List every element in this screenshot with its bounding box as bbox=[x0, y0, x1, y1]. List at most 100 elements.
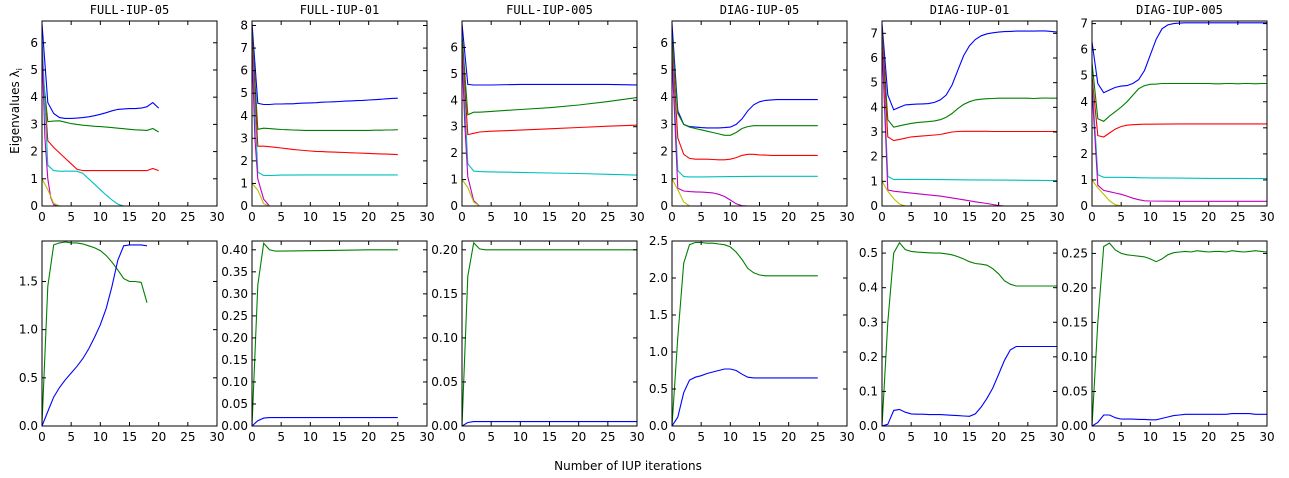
y-tick-label: 0 bbox=[660, 199, 668, 213]
series-line bbox=[42, 64, 159, 133]
x-tick-label: 0 bbox=[38, 210, 46, 224]
x-tick-label: 25 bbox=[180, 210, 195, 224]
x-tick-label: 25 bbox=[600, 430, 615, 444]
y-tick-label: 3 bbox=[870, 125, 878, 139]
y-tick-label: 5 bbox=[870, 76, 878, 90]
plot-frame bbox=[461, 20, 638, 207]
x-tick-label: 20 bbox=[361, 210, 376, 224]
x-tick-label: 0 bbox=[458, 430, 466, 444]
series-line bbox=[462, 421, 637, 426]
y-tick-label: 1.5 bbox=[649, 308, 668, 322]
y-tick-label: 5 bbox=[240, 86, 248, 100]
series-line bbox=[42, 56, 159, 172]
plot-frame bbox=[461, 240, 638, 427]
x-tick-label: 10 bbox=[93, 210, 108, 224]
x-tick-label: 10 bbox=[93, 430, 108, 444]
panel-title: FULL-IUP-01 bbox=[300, 3, 379, 17]
x-tick-label: 30 bbox=[419, 430, 434, 444]
x-tick-label: 30 bbox=[209, 430, 224, 444]
y-tick-label: 6 bbox=[660, 36, 668, 50]
y-tick-label: 2 bbox=[1080, 147, 1088, 161]
x-tick-label: 25 bbox=[390, 210, 405, 224]
chart-panel: FULL-IUP-01 0 5 10 15 20 25 30 0 1 2 3 4 5 6 7 8 bbox=[240, 3, 434, 224]
y-tick-label: 0.10 bbox=[221, 375, 248, 389]
x-tick-label: 30 bbox=[1049, 210, 1064, 224]
chart-panel: DIAG-IUP-05 0 5 10 15 20 25 30 0 1 2 3 4 5 6 bbox=[660, 3, 854, 224]
series-line bbox=[42, 45, 60, 206]
y-tick-label: 0.20 bbox=[1061, 281, 1088, 295]
y-tick-label: 1 bbox=[870, 174, 878, 188]
y-tick-label: 1.0 bbox=[649, 345, 668, 359]
series-line bbox=[1092, 179, 1122, 206]
y-tick-label: 0.5 bbox=[19, 371, 38, 385]
series-line bbox=[252, 241, 398, 426]
y-tick-label: 2 bbox=[660, 145, 668, 159]
x-tick-label: 30 bbox=[1259, 210, 1274, 224]
x-tick-label: 25 bbox=[810, 210, 825, 224]
x-tick-label: 30 bbox=[1259, 430, 1274, 444]
chart-panel: 0 5 10 15 20 25 30 0.00 0.05 0.10 0.15 0.20 0.25 0.30… bbox=[221, 240, 435, 444]
y-tick-label: 1.0 bbox=[19, 323, 38, 337]
x-tick-label: 5 bbox=[67, 210, 75, 224]
chart-panel: 0 5 10 15 20 25 30 0.00 0.05 0.10 0.15 0.20 0.25 bbox=[1061, 240, 1275, 444]
x-tick-label: 30 bbox=[629, 210, 644, 224]
y-tick-label: 1 bbox=[660, 172, 668, 186]
y-tick-label: 0.0 bbox=[19, 419, 38, 433]
y-tick-label: 0.3 bbox=[859, 315, 878, 329]
series-line bbox=[1092, 75, 1267, 138]
x-tick-label: 5 bbox=[487, 430, 495, 444]
x-tick-label: 5 bbox=[907, 430, 915, 444]
x-tick-label: 5 bbox=[487, 210, 495, 224]
x-tick-label: 25 bbox=[1020, 210, 1035, 224]
plot-frame bbox=[881, 20, 1058, 207]
y-tick-label: 0.20 bbox=[221, 331, 248, 345]
x-tick-label: 20 bbox=[571, 210, 586, 224]
y-tick-label: 4 bbox=[30, 90, 38, 104]
x-tick-label: 10 bbox=[303, 210, 318, 224]
series-line bbox=[672, 23, 818, 129]
series-line bbox=[252, 29, 398, 131]
y-tick-label: 3 bbox=[450, 120, 458, 134]
x-tick-label: 10 bbox=[933, 430, 948, 444]
plot-frame bbox=[671, 20, 848, 207]
series-line bbox=[1092, 62, 1267, 122]
y-tick-label: 0.05 bbox=[431, 375, 458, 389]
y-tick-label: 0.25 bbox=[221, 309, 248, 323]
x-tick-label: 30 bbox=[419, 210, 434, 224]
y-tick-label: 4 bbox=[1080, 95, 1088, 109]
y-tick-label: 0.00 bbox=[221, 419, 248, 433]
panel-title: DIAG-IUP-05 bbox=[720, 3, 799, 17]
x-tick-label: 25 bbox=[1230, 430, 1245, 444]
y-tick-label: 7 bbox=[1080, 17, 1088, 31]
x-tick-label: 10 bbox=[303, 430, 318, 444]
series-line bbox=[882, 28, 1057, 128]
series-line bbox=[42, 178, 60, 206]
x-tick-label: 30 bbox=[839, 210, 854, 224]
x-tick-label: 0 bbox=[1088, 210, 1096, 224]
x-tick-label: 5 bbox=[1117, 210, 1125, 224]
series-line bbox=[882, 43, 1005, 206]
chart-panel: DIAG-IUP-005 0 5 10 15 20 25 30 0 1 2 3 4 5 6 7 bbox=[1080, 3, 1274, 224]
x-tick-label: 15 bbox=[122, 430, 137, 444]
y-axis-label-text: Eigenvalues λ bbox=[8, 70, 22, 153]
y-tick-label: 0.15 bbox=[221, 353, 248, 367]
x-tick-label: 20 bbox=[781, 210, 796, 224]
y-tick-label: 8 bbox=[240, 19, 248, 33]
y-tick-label: 6 bbox=[240, 64, 248, 78]
x-tick-label: 30 bbox=[1049, 430, 1064, 444]
series-line bbox=[462, 241, 637, 426]
y-tick-label: 0.05 bbox=[221, 397, 248, 411]
series-line bbox=[462, 34, 637, 116]
y-tick-label: 5 bbox=[660, 63, 668, 77]
y-tick-label: 3 bbox=[240, 131, 248, 145]
y-tick-label: 0.4 bbox=[859, 281, 878, 295]
x-tick-label: 0 bbox=[248, 210, 256, 224]
x-tick-label: 0 bbox=[668, 430, 676, 444]
series-line bbox=[882, 345, 1057, 426]
y-tick-label: 0.00 bbox=[431, 419, 458, 433]
x-tick-label: 15 bbox=[542, 210, 557, 224]
y-tick-label: 3 bbox=[30, 117, 38, 131]
x-tick-label: 5 bbox=[277, 210, 285, 224]
x-tick-label: 0 bbox=[458, 210, 466, 224]
